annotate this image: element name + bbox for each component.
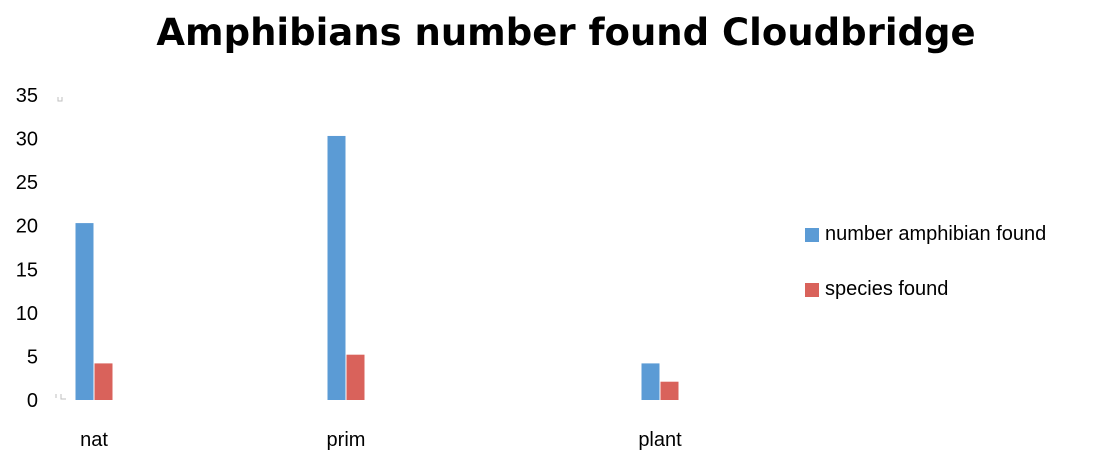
y-tick-label: 0 (27, 390, 38, 412)
x-tick-label: prim (327, 429, 366, 450)
legend-swatch (805, 283, 819, 297)
y-tick-label: 15 (16, 259, 38, 281)
stray-mark (60, 394, 66, 400)
bar-species-found-nat (94, 363, 113, 400)
x-axis: nat prim plant (80, 429, 682, 450)
legend: number amphibian found species found (805, 223, 1046, 300)
y-tick-label: 20 (16, 216, 38, 238)
legend-label: species found (825, 278, 948, 300)
bar-number-amphibian-found-nat (75, 223, 94, 400)
y-tick-label: 35 (16, 85, 38, 107)
y-tick-label: 30 (16, 129, 38, 151)
stray-marks (55, 97, 66, 400)
stray-mark (57, 97, 63, 102)
y-tick-label: 10 (16, 303, 38, 325)
bar-number-amphibian-found-plant (641, 363, 660, 400)
legend-swatch (805, 228, 819, 242)
bar-number-amphibian-found-prim (327, 135, 346, 400)
bar-species-found-prim (346, 354, 365, 400)
bars (75, 135, 679, 400)
y-tick-label: 25 (16, 172, 38, 194)
bar-species-found-plant (660, 381, 679, 400)
x-tick-label: plant (638, 429, 682, 450)
y-axis: 0 5 10 15 20 25 30 35 (16, 85, 38, 412)
x-tick-label: nat (80, 429, 108, 450)
legend-label: number amphibian found (825, 223, 1046, 245)
chart-title: Amphibians number found Cloudbridge (156, 11, 975, 54)
y-tick-label: 5 (27, 346, 38, 368)
